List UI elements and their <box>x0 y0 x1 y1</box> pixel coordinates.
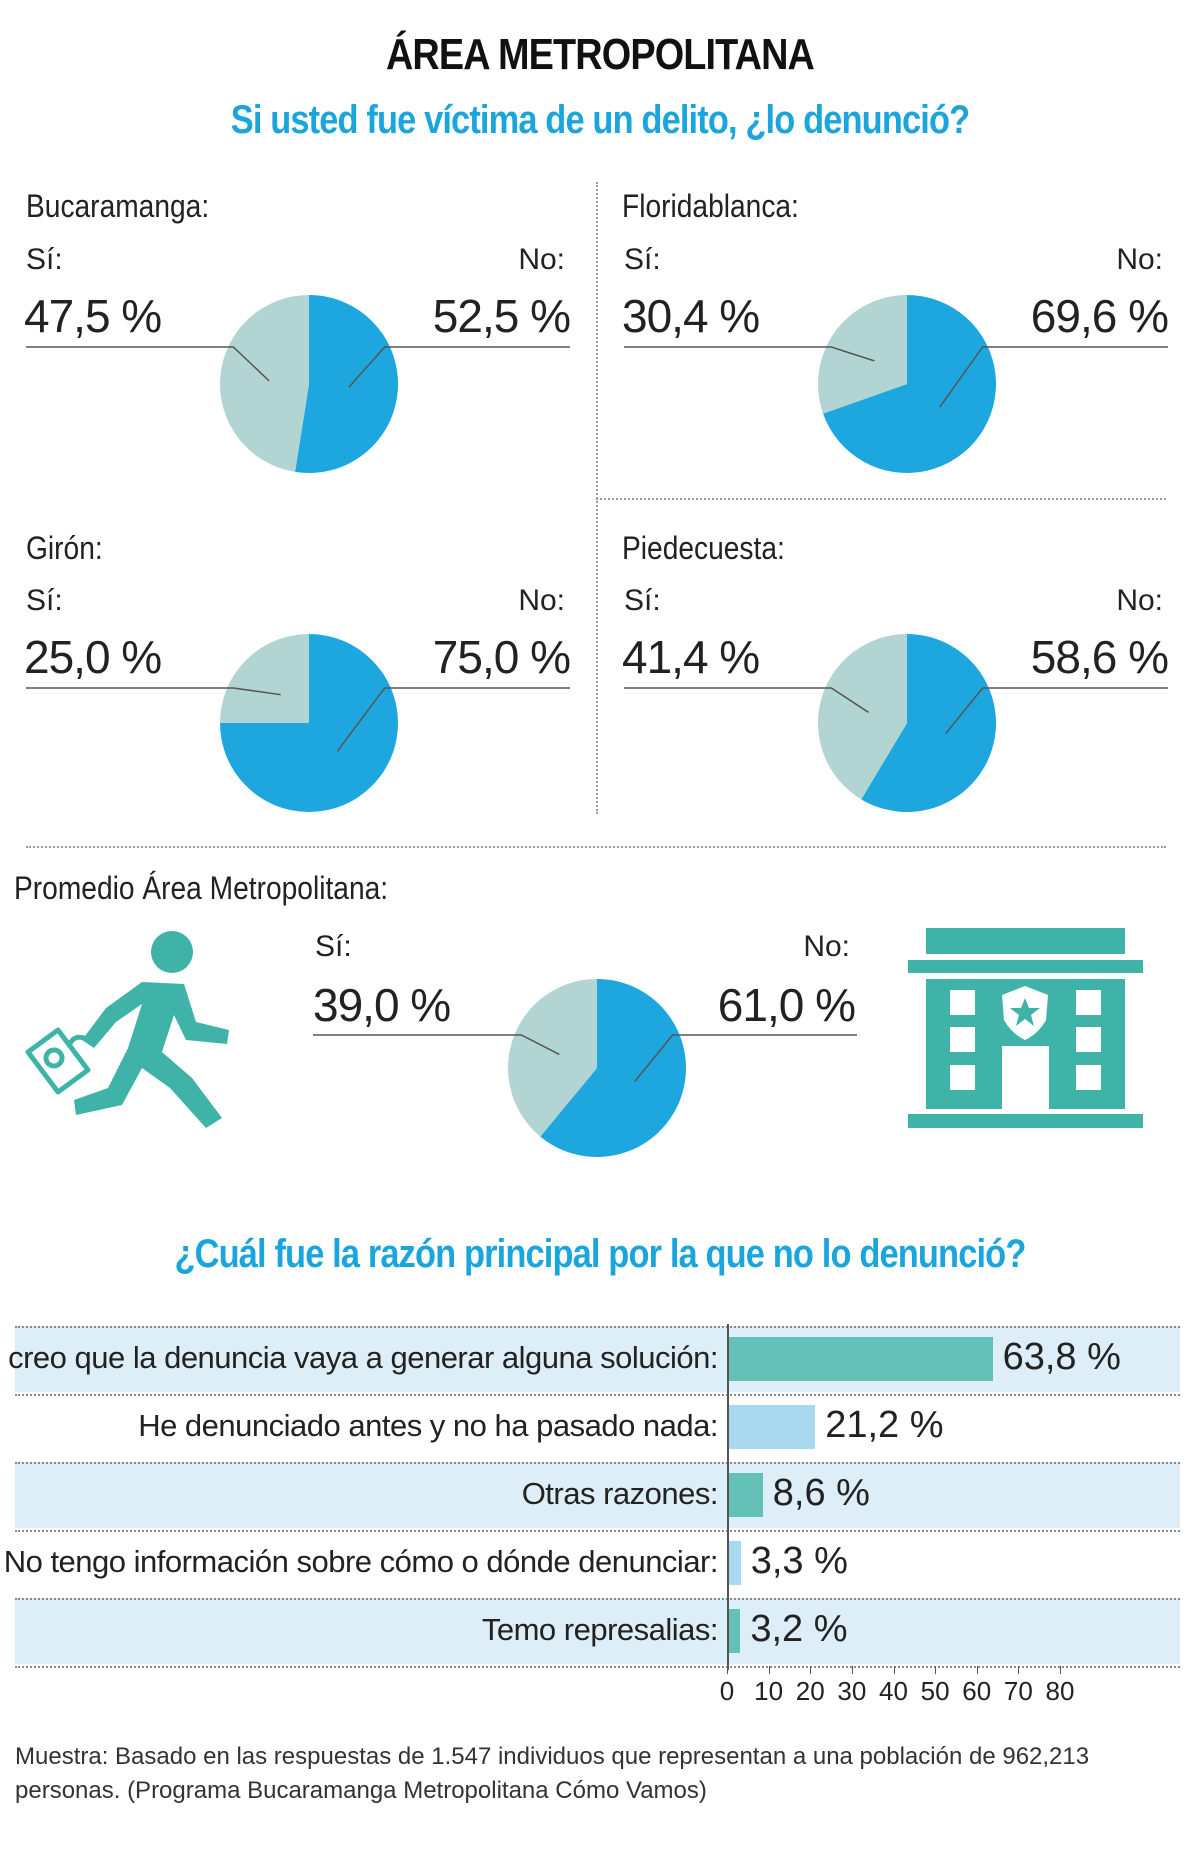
si-percentage: 25,0 % <box>24 631 162 683</box>
x-tick-mark <box>1060 1666 1061 1674</box>
city-name: Bucaramanga: <box>26 188 210 224</box>
bar-row <box>15 1462 1180 1528</box>
x-tick-label: 10 <box>754 1676 784 1706</box>
page-title: ÁREA METROPOLITANA <box>385 30 815 79</box>
x-tick-label: 60 <box>962 1676 992 1706</box>
leader-line-no <box>634 1034 857 1083</box>
row-separator <box>15 1462 1180 1464</box>
no-label: No: <box>1116 243 1163 276</box>
si-label: Sí: <box>26 584 63 617</box>
bar-category-label: Temo represalias: <box>481 1612 719 1647</box>
si-label: Sí: <box>624 584 661 617</box>
city-name: Piedecuesta: <box>622 530 785 566</box>
city-name: Floridablanca: <box>622 188 799 224</box>
x-tick-label: 20 <box>795 1676 825 1706</box>
si-label: Sí: <box>26 243 63 276</box>
bar <box>727 1405 816 1449</box>
police-station-building-icon <box>908 928 1143 1128</box>
no-percentage: 75,0 % <box>432 631 571 683</box>
x-tick-label: 70 <box>1003 1676 1033 1706</box>
pie-slice-no <box>220 634 398 812</box>
leader-line-si <box>624 346 875 362</box>
x-tick-label: 80 <box>1045 1676 1075 1706</box>
row-separator <box>15 1530 1180 1532</box>
pie-slice-no <box>823 295 997 473</box>
x-tick-mark <box>768 1666 770 1674</box>
bar <box>727 1541 741 1585</box>
bar-category-label: No tengo información sobre cómo o dónde … <box>3 1544 719 1579</box>
x-tick-mark <box>976 1666 978 1674</box>
si-label: Sí: <box>315 930 352 963</box>
leader-line-si <box>313 1034 560 1056</box>
pie-slice-si <box>818 634 907 800</box>
horizontal-divider <box>26 846 1166 848</box>
city-name: Girón: <box>26 530 103 566</box>
page-subtitle: Si usted fue víctima de un delito, ¿lo d… <box>230 98 970 142</box>
average-title: Promedio Área Metropolitana: <box>14 870 389 906</box>
leader-line-si <box>624 687 869 713</box>
leader-line-no <box>348 346 570 388</box>
x-tick-label: 30 <box>837 1676 867 1706</box>
x-tick-label: 0 <box>719 1676 735 1706</box>
bar-value-label: 63,8 % <box>1002 1336 1121 1378</box>
bar <box>727 1473 763 1517</box>
row-separator <box>15 1666 1180 1668</box>
no-percentage: 52,5 % <box>432 290 571 342</box>
si-percentage: 41,4 % <box>622 631 760 683</box>
x-tick-mark <box>935 1666 937 1674</box>
row-separator <box>15 1394 1180 1396</box>
leader-line-no <box>945 687 1168 735</box>
pie-slice-si <box>220 634 309 723</box>
si-percentage: 47,5 % <box>24 290 162 342</box>
horizontal-divider <box>596 498 1166 500</box>
no-label: No: <box>803 930 850 963</box>
leader-line-no <box>336 687 570 752</box>
no-percentage: 61,0 % <box>717 979 856 1031</box>
leader-line-si <box>26 346 270 382</box>
x-tick-mark <box>893 1666 895 1674</box>
pie-slice-si <box>818 295 907 414</box>
bar-value-label: 21,2 % <box>825 1404 944 1446</box>
footnote: Muestra: Basado en las respuestas de 1.5… <box>15 1743 1090 1804</box>
x-tick-mark <box>727 1666 728 1674</box>
si-percentage: 39,0 % <box>313 979 451 1031</box>
row-separator <box>15 1326 1180 1328</box>
bar-row <box>15 1598 1180 1664</box>
pie-slice-si <box>508 979 597 1137</box>
x-tick-mark <box>810 1666 812 1674</box>
row-separator <box>15 1598 1180 1600</box>
running-person-with-bag-icon <box>25 931 229 1128</box>
si-percentage: 30,4 % <box>622 290 760 342</box>
leader-line-no <box>939 346 1168 408</box>
bar-value-label: 8,6 % <box>772 1472 870 1514</box>
bar <box>727 1337 993 1381</box>
no-label: No: <box>518 584 565 617</box>
no-percentage: 69,6 % <box>1030 290 1169 342</box>
leader-line-si <box>26 687 281 696</box>
pie-slice-si <box>219 295 309 472</box>
no-label: No: <box>1116 584 1163 617</box>
no-label: No: <box>518 243 565 276</box>
bar <box>727 1609 741 1653</box>
bar-category-label: No creo que la denuncia vaya a generar a… <box>0 1340 718 1375</box>
x-tick-mark <box>1018 1666 1020 1674</box>
x-tick-label: 40 <box>879 1676 908 1706</box>
no-percentage: 58,6 % <box>1030 631 1169 683</box>
bar-value-label: 3,2 % <box>750 1608 848 1650</box>
bar-value-label: 3,3 % <box>750 1540 848 1582</box>
bar-axis-line <box>727 1324 729 1670</box>
bar-chart-title: ¿Cuál fue la razón principal por la que … <box>174 1232 1027 1276</box>
bar-category-label: Otras razones: <box>521 1476 719 1511</box>
x-tick-mark <box>851 1666 853 1674</box>
si-label: Sí: <box>624 243 661 276</box>
x-tick-label: 50 <box>920 1676 950 1706</box>
bar-category-label: He denunciado antes y no ha pasado nada: <box>138 1408 718 1443</box>
